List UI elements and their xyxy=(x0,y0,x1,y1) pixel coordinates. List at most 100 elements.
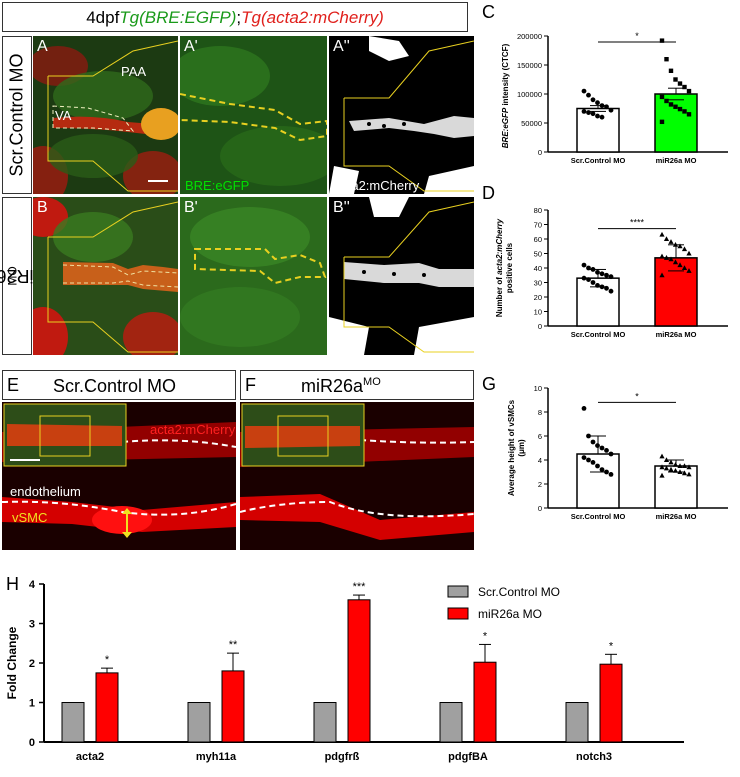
y-tick-label: 0 xyxy=(538,504,542,513)
data-point xyxy=(590,439,596,445)
x-tick-label: miR26a MO xyxy=(656,512,697,521)
data-point xyxy=(604,469,609,475)
chart-G: 0 2 4 6 8 10 Scr.Control MO miR26a MO * Average h… xyxy=(507,384,728,521)
panel-letter-B1: B' xyxy=(184,199,198,216)
data-point xyxy=(664,98,669,104)
data-point xyxy=(681,265,688,270)
y-tick-label: 4 xyxy=(29,579,36,591)
data-point xyxy=(659,231,665,237)
significance-marker: * xyxy=(483,630,488,642)
data-point xyxy=(681,470,688,476)
data-point xyxy=(604,272,609,278)
panel-letter-C: C xyxy=(482,2,495,22)
data-point xyxy=(581,275,587,281)
y-tick-label: 2 xyxy=(538,480,542,489)
y-tick-label: 10 xyxy=(534,384,542,393)
data-point xyxy=(595,269,600,275)
micrograph-B: B xyxy=(33,197,178,355)
y-tick-label: 20 xyxy=(534,293,542,302)
panel-letter-B: B xyxy=(37,199,48,216)
title-green-part: Tg(BRE:EGFP) xyxy=(119,8,237,27)
data-point xyxy=(677,463,683,468)
data-point xyxy=(686,88,692,94)
micrograph-F xyxy=(240,402,474,550)
y-tick-label: 150000 xyxy=(517,61,542,70)
header-F-base: miR26a xyxy=(301,376,364,396)
bar xyxy=(576,453,620,509)
data-point xyxy=(659,472,665,478)
y-tick-label: 8 xyxy=(538,408,542,417)
x-tick-label: notch3 xyxy=(576,751,612,763)
panel-letter-E: E xyxy=(7,375,20,395)
data-point xyxy=(668,459,674,465)
x-tick-label: miR26a MO xyxy=(656,156,697,165)
legend-swatch xyxy=(447,607,469,620)
y-tick-label: 50000 xyxy=(521,119,542,128)
data-point xyxy=(590,111,596,117)
significance-marker: **** xyxy=(630,218,645,228)
y-tick-label: 2 xyxy=(29,658,35,670)
data-point xyxy=(608,274,614,280)
micrograph-A2: A'' acta2:mCherry xyxy=(329,36,474,194)
data-point xyxy=(681,246,688,252)
data-point xyxy=(586,265,591,271)
data-point xyxy=(664,57,669,62)
bar-mir26a xyxy=(221,670,245,743)
data-point xyxy=(590,267,596,272)
data-point xyxy=(668,466,674,472)
data-point xyxy=(677,262,683,268)
y-tick-label: 0 xyxy=(538,148,542,157)
data-point xyxy=(595,113,600,119)
micrograph-A1: A' BRE:eGFP xyxy=(180,36,327,194)
significance-marker: * xyxy=(635,391,639,401)
x-tick-label: pdgfBA xyxy=(448,751,488,763)
data-point xyxy=(599,114,605,120)
data-point xyxy=(682,84,687,90)
data-point xyxy=(604,448,609,453)
chart-D: 0 10 20 30 40 50 60 70 80 Scr.Control MO miR26a MO… xyxy=(495,206,728,339)
data-point xyxy=(608,451,614,457)
data-point xyxy=(604,285,609,291)
title-red-part: Tg(acta2:mCherry) xyxy=(241,8,384,27)
significance-marker: ** xyxy=(229,639,238,651)
y-tick-label: 40 xyxy=(534,264,542,273)
bar-control xyxy=(61,702,85,743)
data-point xyxy=(595,100,600,106)
data-point xyxy=(677,243,683,249)
bar xyxy=(654,93,698,153)
data-point xyxy=(581,109,587,114)
y-tick-label: 6 xyxy=(538,432,542,441)
data-point xyxy=(663,457,670,462)
y-tick-label: 0 xyxy=(29,737,35,749)
y-tick-label: 100000 xyxy=(517,90,542,99)
label-endothelium: endothelium xyxy=(10,484,81,499)
data-point xyxy=(668,68,674,73)
data-point xyxy=(608,472,614,477)
data-point xyxy=(668,239,674,244)
legend-swatch xyxy=(447,585,469,598)
y-axis-label-line2: positive cells xyxy=(505,242,514,293)
panel-letter-A1: A' xyxy=(184,38,198,55)
data-point xyxy=(668,102,674,107)
data-point xyxy=(673,77,678,82)
data-point xyxy=(586,110,591,115)
bar xyxy=(654,465,698,509)
y-tick-label: 10 xyxy=(534,308,542,317)
x-tick-label: Scr.Control MO xyxy=(571,156,626,165)
data-point xyxy=(595,283,600,288)
panel-letter-F: F xyxy=(245,375,256,395)
data-point xyxy=(659,453,665,459)
data-point xyxy=(599,284,605,290)
row-label-mir26a: miR26aMO xyxy=(0,197,48,355)
data-point xyxy=(686,250,692,256)
data-point xyxy=(595,443,600,448)
data-point xyxy=(590,460,596,465)
y-tick-label: 3 xyxy=(29,619,35,631)
data-point xyxy=(672,242,679,247)
row-label-mir26a-text: miR26aMO xyxy=(0,266,48,286)
data-point xyxy=(659,253,665,259)
y-tick-label: 200000 xyxy=(517,32,542,41)
title-sep: ; xyxy=(236,8,242,27)
legend-label: miR26a MO xyxy=(478,607,542,621)
y-tick-label: 60 xyxy=(534,235,542,244)
